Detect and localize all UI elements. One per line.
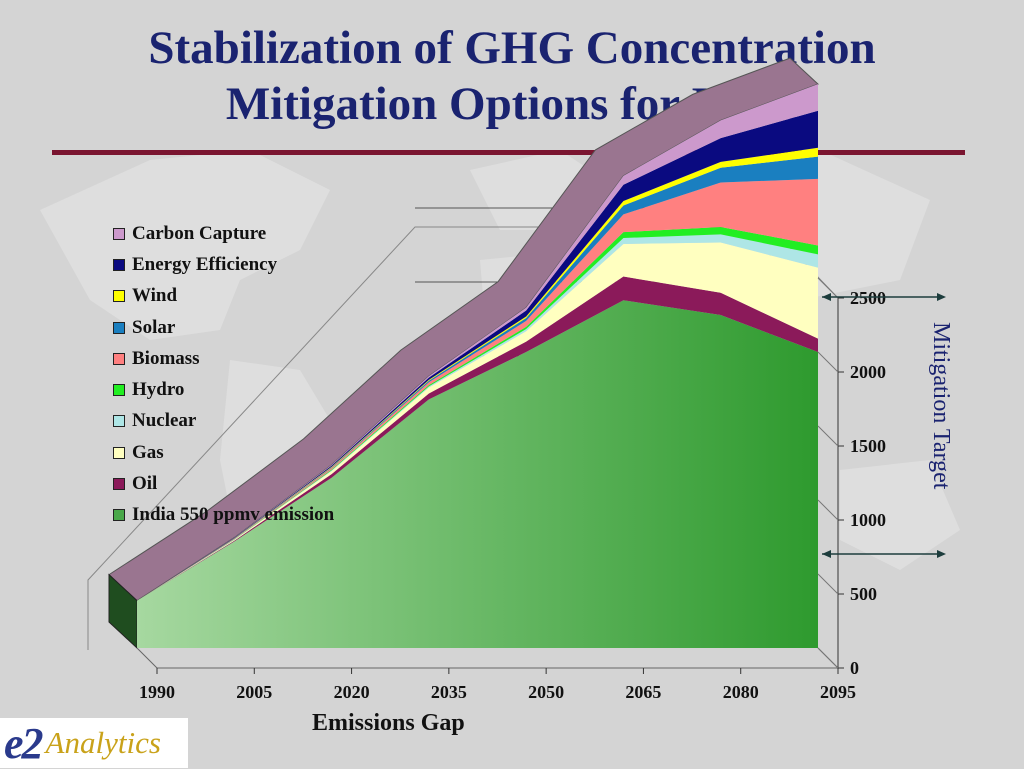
series-area-india-550-ppmv-emission [137, 300, 818, 648]
y-tick-label: 1500 [850, 436, 886, 456]
y-depth-line [817, 351, 839, 373]
legend-label: Solar [132, 316, 176, 338]
legend-label: Biomass [132, 347, 200, 369]
y-depth-line [817, 425, 839, 447]
x-tick-label: 2020 [334, 682, 370, 702]
legend-item: Energy Efficiency [113, 249, 334, 280]
legend-swatch [113, 384, 125, 397]
floor-left-edge [136, 647, 158, 669]
legend-label: Energy Efficiency [132, 253, 278, 275]
y-tick-label: 2000 [850, 362, 886, 382]
x-tick-label: 2005 [236, 682, 272, 702]
legend-swatch [113, 446, 125, 459]
legend-swatch [113, 478, 125, 491]
logo-text: Analytics [45, 725, 161, 760]
y-depth-line [817, 573, 839, 595]
legend-item: Solar [113, 312, 334, 343]
chart-legend: Carbon Capture Energy Efficiency Wind Solar… [113, 218, 334, 531]
legend-swatch [113, 352, 125, 365]
title-divider [52, 150, 965, 155]
logo-mark: e2 [4, 718, 44, 768]
legend-label: Gas [132, 441, 164, 463]
legend-swatch [113, 415, 125, 428]
series-area-biomass [137, 178, 818, 601]
y-depth-line [817, 499, 839, 521]
x-tick-label: 2035 [431, 682, 467, 702]
x-tick-label: 1990 [139, 682, 175, 702]
legend-swatch [113, 321, 125, 334]
y-tick-label: 1000 [850, 510, 886, 530]
legend-item: Hydro [113, 374, 334, 405]
series-area-gas [137, 242, 818, 601]
legend-swatch [113, 290, 125, 303]
legend-label: Oil [132, 473, 158, 495]
legend-item: India 550 ppmv emission [113, 500, 334, 531]
legend-swatch [113, 258, 125, 271]
mitigation-target-arrow-bottom-head-right [937, 550, 946, 558]
x-tick-label: 2095 [820, 682, 856, 702]
legend-item: Nuclear [113, 406, 334, 437]
legend-item: Oil [113, 468, 334, 499]
x-tick-label: 2065 [625, 682, 661, 702]
legend-swatch [113, 509, 125, 522]
mitigation-target-arrow-top-head-right [937, 293, 946, 301]
y-depth-line [817, 277, 839, 299]
title-line-1: Stabilization of GHG Concentration [148, 22, 876, 74]
x-tick-label: 2080 [723, 682, 759, 702]
legend-label: Hydro [132, 379, 185, 401]
y-depth-line [817, 647, 839, 669]
legend-item: Carbon Capture [113, 218, 334, 249]
legend-swatch [113, 227, 125, 240]
mitigation-target-arrow-bottom-head-left [822, 550, 831, 558]
legend-label: Wind [132, 285, 178, 307]
series-area-oil [137, 276, 818, 601]
y-tick-label: 500 [850, 584, 877, 604]
legend-label: Carbon Capture [132, 222, 267, 244]
x-axis-caption: Emissions Gap [312, 710, 465, 736]
legend-item: Gas [113, 437, 334, 468]
legend-item: Biomass [113, 343, 334, 374]
y-tick-label: 2500 [850, 288, 886, 308]
x-tick-label: 2050 [528, 682, 564, 702]
legend-label: Nuclear [132, 410, 197, 432]
mitigation-target-arrow-top-head-left [822, 293, 831, 301]
legend-item: Wind [113, 281, 334, 312]
y-tick-label: 0 [850, 658, 859, 678]
mitigation-target-label: Mitigation Target [928, 322, 954, 490]
e2-analytics-logo: e2 Analytics [0, 718, 188, 768]
legend-label: India 550 ppmv emission [132, 504, 335, 526]
series-area-carbon-capture [137, 84, 818, 601]
